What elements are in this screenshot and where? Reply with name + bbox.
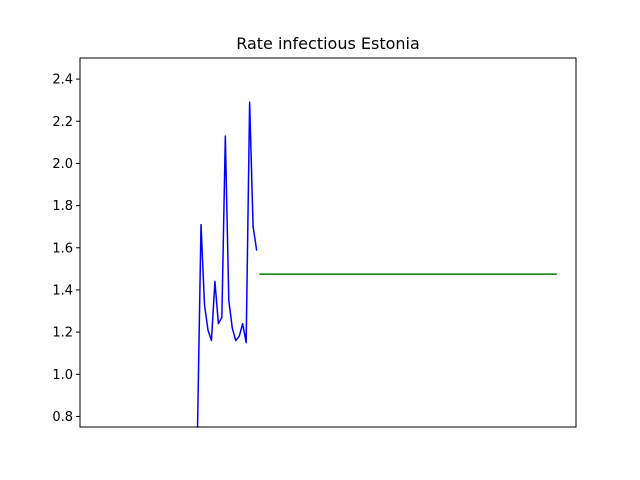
y-tick-label: 2.0: [52, 157, 73, 172]
y-tick-label: 1.0: [52, 368, 73, 383]
y-tick-label: 1.6: [52, 241, 73, 256]
series-line: [252, 225, 258, 251]
y-tick-label: 2.4: [52, 73, 73, 88]
y-tick-label: 1.4: [52, 283, 73, 298]
y-tick-label: 0.8: [52, 410, 73, 425]
y-tick-label: 1.8: [52, 199, 73, 214]
axis-layer: 0.8 1.0 1.2 1.4 1.6 1.8 2.0 2.2 2.4: [52, 73, 80, 425]
series-layer: [196, 101, 557, 428]
chart-title: Rate infectious Estonia: [236, 34, 420, 53]
y-tick-label: 2.2: [52, 115, 73, 130]
series-line: [196, 101, 254, 428]
plot-frame: [79, 57, 577, 428]
y-tick-label: 1.2: [52, 326, 73, 341]
